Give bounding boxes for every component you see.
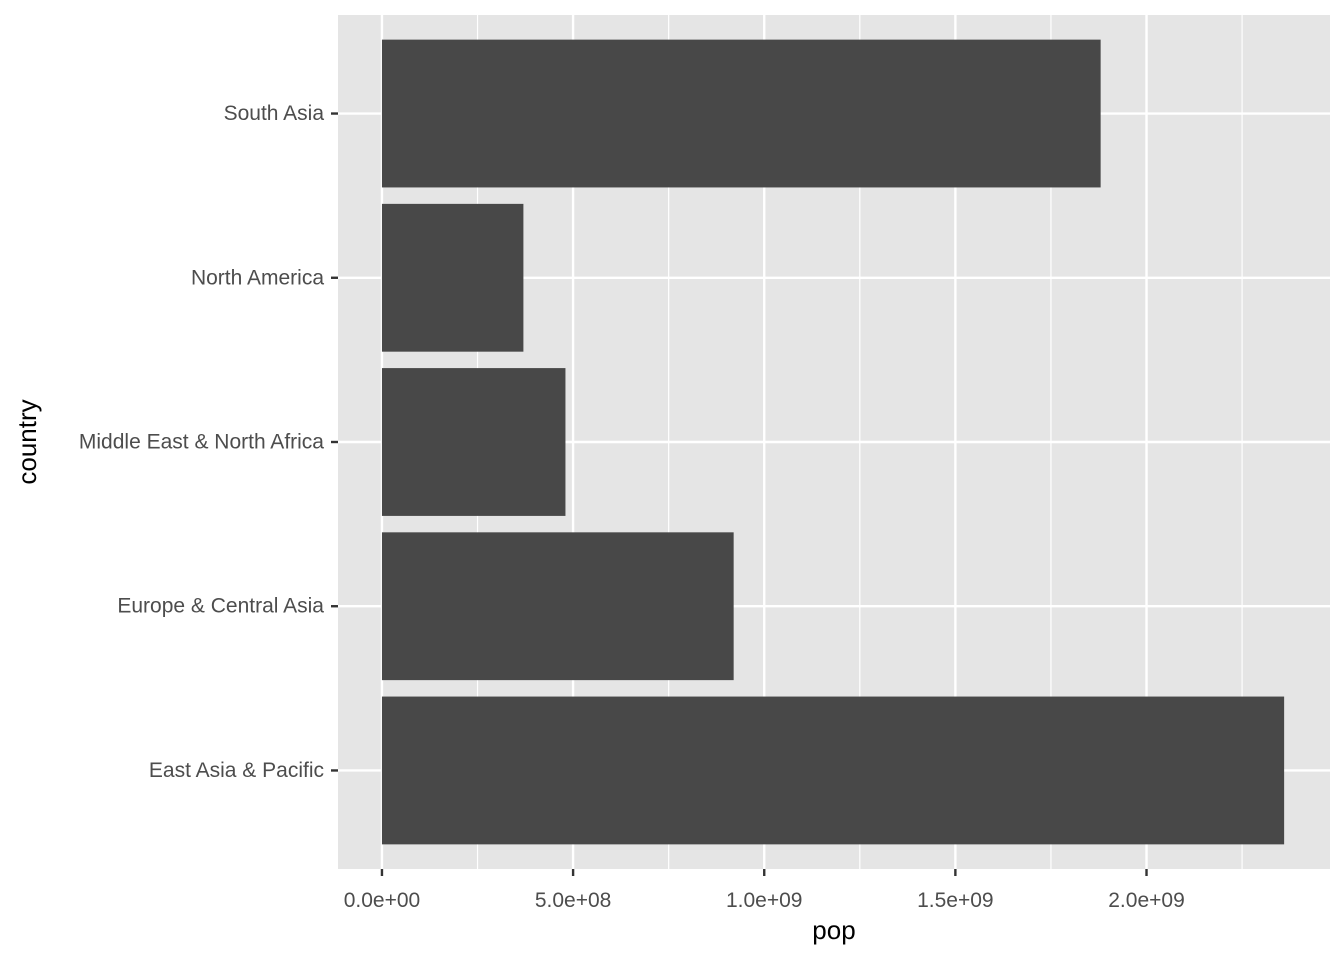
x-axis: 0.0e+00 5.0e+08 1.0e+09 1.5e+09 2.0e+09	[344, 869, 1185, 912]
y-tick-label: Middle East & North Africa	[79, 431, 324, 454]
x-tick-label: 1.5e+09	[917, 889, 994, 912]
y-axis-title: country	[12, 399, 42, 484]
y-tick-label: South Asia	[224, 102, 325, 125]
x-tick-label: 1.0e+09	[726, 889, 803, 912]
y-tick-label: Europe & Central Asia	[117, 595, 324, 618]
x-tick-label: 2.0e+09	[1108, 889, 1185, 912]
bars	[381, 39, 1285, 845]
x-tick-label: 5.0e+08	[535, 889, 612, 912]
x-axis-title: pop	[812, 915, 855, 945]
bar	[381, 696, 1285, 845]
x-tick-label: 0.0e+00	[344, 889, 421, 912]
y-axis: East Asia & Pacific Europe & Central Asia…	[79, 102, 338, 782]
bar	[381, 203, 524, 352]
bar	[381, 39, 1101, 188]
bar	[381, 368, 566, 516]
y-tick-label: East Asia & Pacific	[149, 759, 324, 782]
y-tick-label: North America	[191, 266, 324, 289]
bar	[381, 532, 734, 681]
